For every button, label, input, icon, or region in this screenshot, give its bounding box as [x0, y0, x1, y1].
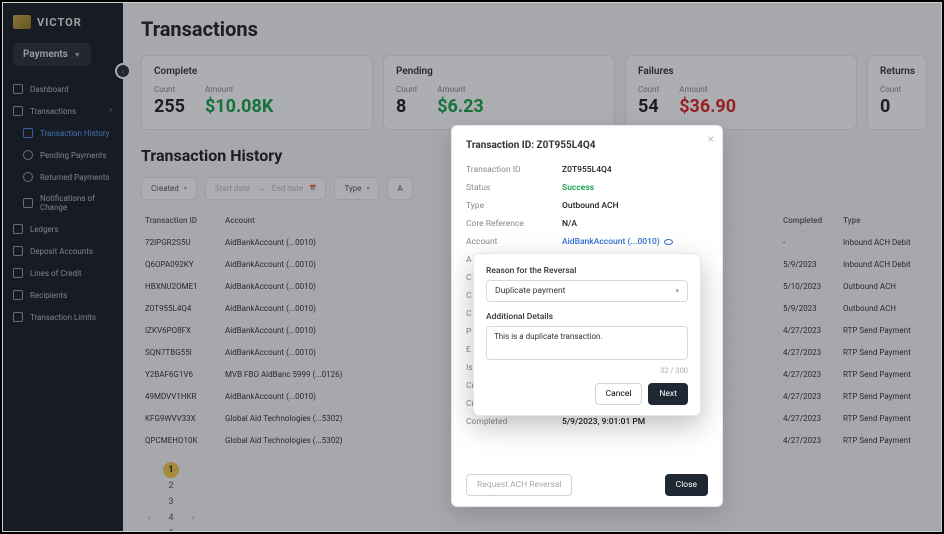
reason-select[interactable]: Duplicate payment ▾ — [486, 280, 688, 302]
dp-label-tid: Transaction ID — [466, 165, 562, 175]
cancel-button[interactable]: Cancel — [595, 383, 643, 405]
char-count: 32 / 300 — [486, 366, 688, 375]
reason-value: Duplicate payment — [495, 286, 565, 296]
next-button[interactable]: Next — [648, 383, 688, 405]
detail-title: Transaction ID: Z0T955L4Q4 — [466, 140, 708, 151]
dp-label-coreref: Core Reference — [466, 219, 562, 229]
details-label: Additional Details — [486, 312, 688, 322]
dp-label-completed: Completed — [466, 417, 562, 427]
details-textarea[interactable] — [486, 326, 688, 360]
dp-val-coreref: N/A — [562, 219, 708, 229]
reversal-modal: Reason for the Reversal Duplicate paymen… — [473, 253, 701, 416]
dp-val-type: Outbound ACH — [562, 201, 708, 211]
dp-val-account[interactable]: AidBankAccount (...0010) — [562, 237, 708, 247]
close-icon[interactable]: × — [708, 132, 714, 146]
eye-icon[interactable] — [664, 239, 673, 245]
chevron-down-icon: ▾ — [675, 287, 679, 295]
close-button[interactable]: Close — [665, 474, 708, 496]
dp-label-status: Status — [466, 183, 562, 193]
dp-val-tid: Z0T955L4Q4 — [562, 165, 708, 175]
request-reversal-button[interactable]: Request ACH Reversal — [466, 474, 572, 496]
dp-label-type: Type — [466, 201, 562, 211]
dp-label-account: Account — [466, 237, 562, 247]
dp-val-status: Success — [562, 183, 708, 193]
reason-label: Reason for the Reversal — [486, 266, 688, 276]
dp-val-completed: 5/9/2023, 9:01:01 PM — [562, 417, 708, 427]
